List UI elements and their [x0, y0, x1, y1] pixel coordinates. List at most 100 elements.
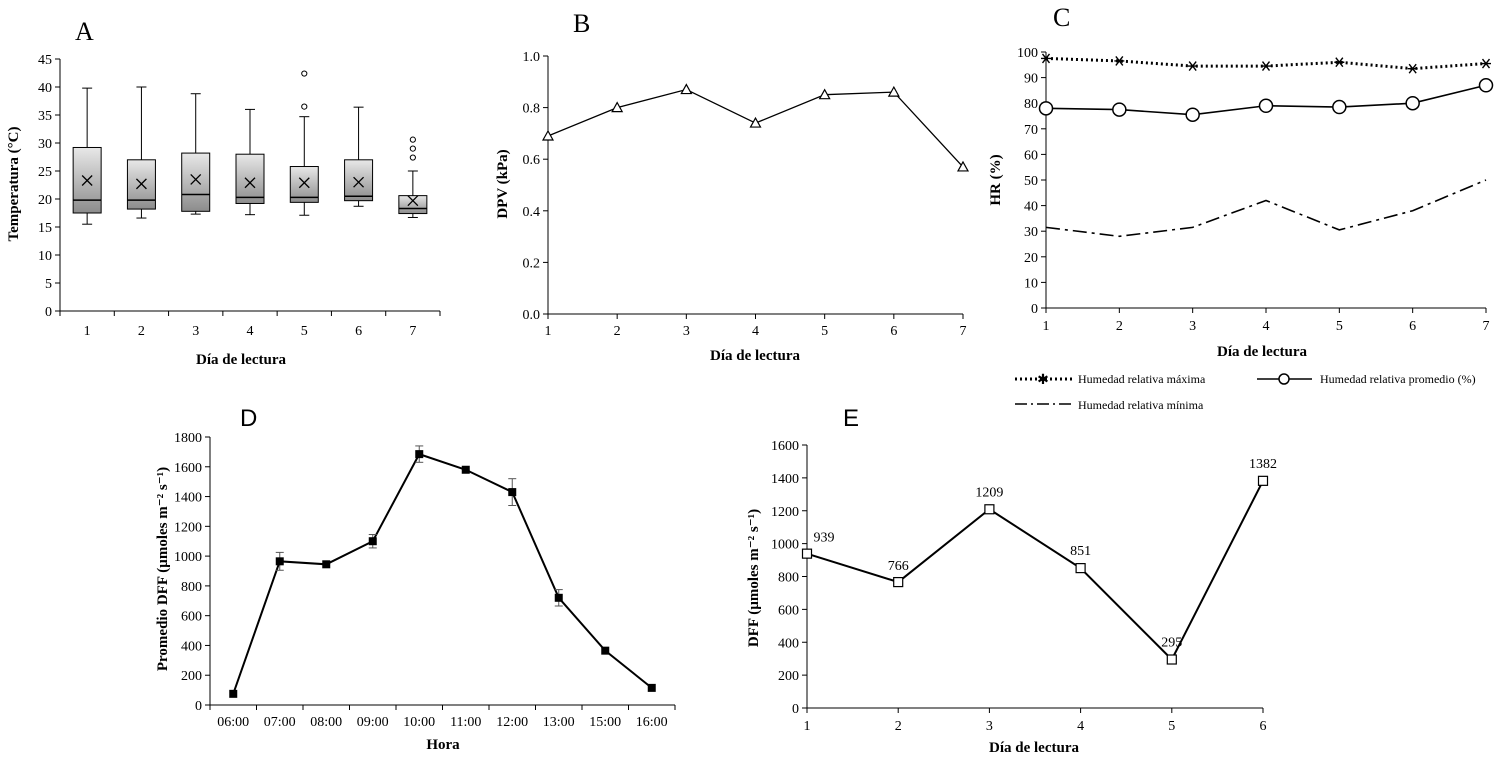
dff-hour-point — [322, 560, 331, 569]
panel-a-y-tick-label: 10 — [38, 249, 52, 264]
panel-b-x-tick-label: 4 — [752, 324, 759, 339]
dpv-series-line — [547, 88, 964, 168]
hr-mean-point — [1332, 99, 1347, 115]
panel-a-y-tick-label: 40 — [38, 81, 52, 96]
panel-a-y-tick-label: 0 — [45, 305, 52, 320]
box-mean-marker — [407, 195, 419, 207]
panel-a-x-tick-label: 5 — [301, 324, 308, 339]
panel-a-x-tick-label: 1 — [84, 324, 91, 339]
panel-d-x-tick-label: 16:00 — [636, 715, 668, 730]
panel-c-line-chart: C Día de lectura HR (%) ✱ Humedad relati… — [988, 3, 1494, 412]
panel-d-y-tick-label: 1800 — [174, 431, 202, 446]
panel-d-y-tick-label: 1600 — [174, 461, 202, 476]
panel-b-y-tick-label: 0.2 — [523, 256, 541, 271]
hr-max-point — [1261, 61, 1271, 72]
panel-c-letter: C — [1053, 3, 1070, 32]
box-iqr — [289, 166, 319, 203]
legend-max-marker: ✱ — [1037, 372, 1049, 388]
dpv-point — [541, 129, 555, 141]
panel-b-y-tick-label: 0.6 — [523, 153, 541, 168]
box-iqr — [235, 153, 265, 204]
panel-d-x-tick-label: 12:00 — [496, 715, 528, 730]
panel-d-y-axis-title: Promedio DFF (µmoles m⁻² s⁻¹) — [155, 467, 171, 671]
panel-a-y-tick-label: 25 — [38, 165, 52, 180]
panel-c-y-tick-label: 60 — [1024, 148, 1038, 163]
panel-d-x-tick-label: 07:00 — [264, 715, 296, 730]
panel-e-letter: E — [843, 405, 859, 432]
panel-a-box-plot: A Día de lectura Temperatura (°C) 051015… — [6, 17, 441, 368]
box-iqr — [344, 159, 374, 202]
dff-day-point — [984, 504, 995, 515]
panel-a-y-tick-label: 5 — [45, 277, 52, 292]
panel-a-x-tick-label: 3 — [192, 324, 199, 339]
panel-c-y-tick-label: 90 — [1024, 72, 1038, 87]
panel-d-x-tick-label: 13:00 — [543, 715, 575, 730]
dff-hour-point — [508, 488, 517, 497]
panel-e-y-axis-title: DFF (µmoles m⁻² s⁻¹) — [746, 509, 762, 647]
hr-max-point — [1114, 56, 1125, 66]
panel-b-x-tick-label: 3 — [683, 324, 690, 339]
panel-c-x-tick-label: 5 — [1336, 319, 1343, 334]
dff-day-data-label: 295 — [1161, 636, 1182, 651]
panel-a-letter: A — [75, 17, 94, 46]
panel-e-x-tick-label: 1 — [804, 719, 811, 734]
dpv-point — [818, 88, 831, 100]
panel-d-x-tick-label: 06:00 — [217, 715, 249, 730]
hr-max-point — [1407, 63, 1418, 74]
panel-c-y-tick-label: 50 — [1024, 174, 1038, 189]
box-iqr — [398, 195, 428, 215]
panel-b-y-tick-label: 0.0 — [523, 308, 541, 323]
panel-b-y-tick-label: 0.4 — [523, 205, 541, 220]
dff-day-data-label: 851 — [1070, 544, 1091, 559]
panel-a-y-tick-label: 15 — [38, 221, 52, 236]
panel-a-x-tick-label: 4 — [247, 324, 254, 339]
panel-c-x-tick-label: 2 — [1116, 319, 1123, 334]
panel-b-letter: B — [573, 9, 590, 38]
panel-c-y-tick-label: 10 — [1024, 276, 1038, 291]
hr-mean-point — [1478, 78, 1494, 93]
dff-hour-point — [647, 683, 656, 692]
panel-d-x-tick-label: 10:00 — [403, 715, 435, 730]
box-mean-marker — [81, 175, 93, 186]
panel-d-letter: D — [240, 405, 257, 432]
hr-mean-point — [1405, 95, 1420, 111]
dff-day-data-label: 1382 — [1249, 457, 1277, 472]
dpv-point — [956, 160, 970, 172]
panel-c-x-tick-label: 6 — [1409, 319, 1416, 334]
dpv-point — [680, 83, 693, 95]
panel-e-y-tick-label: 1200 — [771, 505, 799, 520]
panel-c-x-tick-label: 7 — [1483, 319, 1490, 334]
panel-d-y-tick-label: 1400 — [174, 491, 202, 506]
panel-e-x-tick-label: 6 — [1260, 719, 1267, 734]
panel-e-y-tick-label: 0 — [792, 702, 799, 717]
legend-min-label: Humedad relativa mínima — [1078, 398, 1204, 412]
dff-day-data-label: 939 — [814, 531, 835, 546]
panel-d-y-tick-label: 600 — [181, 610, 202, 625]
dff-day-data-label: 1209 — [975, 485, 1003, 500]
box-mean-marker — [244, 177, 256, 189]
panel-d-x-tick-label: 11:00 — [450, 715, 481, 730]
panel-c-y-tick-label: 80 — [1024, 97, 1038, 112]
dff-day-data-label: 766 — [888, 559, 909, 574]
panel-c-y-tick-label: 30 — [1024, 225, 1038, 240]
panel-b-line-chart: B Día de lectura DPV (kPa) 0.0 0.2 0.4 0.6 0… — [495, 9, 970, 364]
dff-day-point — [1075, 563, 1086, 574]
panel-e-line-chart: E Día de lectura DFF (µmoles m⁻² s⁻¹) 0 2… — [746, 405, 1277, 756]
panel-e-x-axis-title: Día de lectura — [989, 740, 1079, 756]
dff-day-point — [801, 548, 813, 559]
hr-max-point — [1481, 58, 1491, 69]
panel-a-x-tick-label: 7 — [409, 324, 416, 339]
hr-max-point — [1187, 61, 1198, 72]
panel-d-x-tick-label: 08:00 — [310, 715, 342, 730]
panel-b-x-tick-label: 1 — [545, 324, 552, 339]
panel-c-y-tick-label: 20 — [1024, 251, 1038, 266]
panel-b-x-tick-label: 2 — [614, 324, 621, 339]
panel-d-y-tick-label: 1000 — [174, 550, 202, 565]
panel-e-y-tick-label: 800 — [778, 571, 799, 586]
dff-day-point — [893, 576, 904, 588]
dff-hour-point — [275, 557, 284, 566]
panel-e-y-tick-label: 600 — [778, 603, 799, 618]
panel-c-y-tick-label: 70 — [1024, 123, 1038, 138]
dff-hour-point — [229, 689, 238, 698]
